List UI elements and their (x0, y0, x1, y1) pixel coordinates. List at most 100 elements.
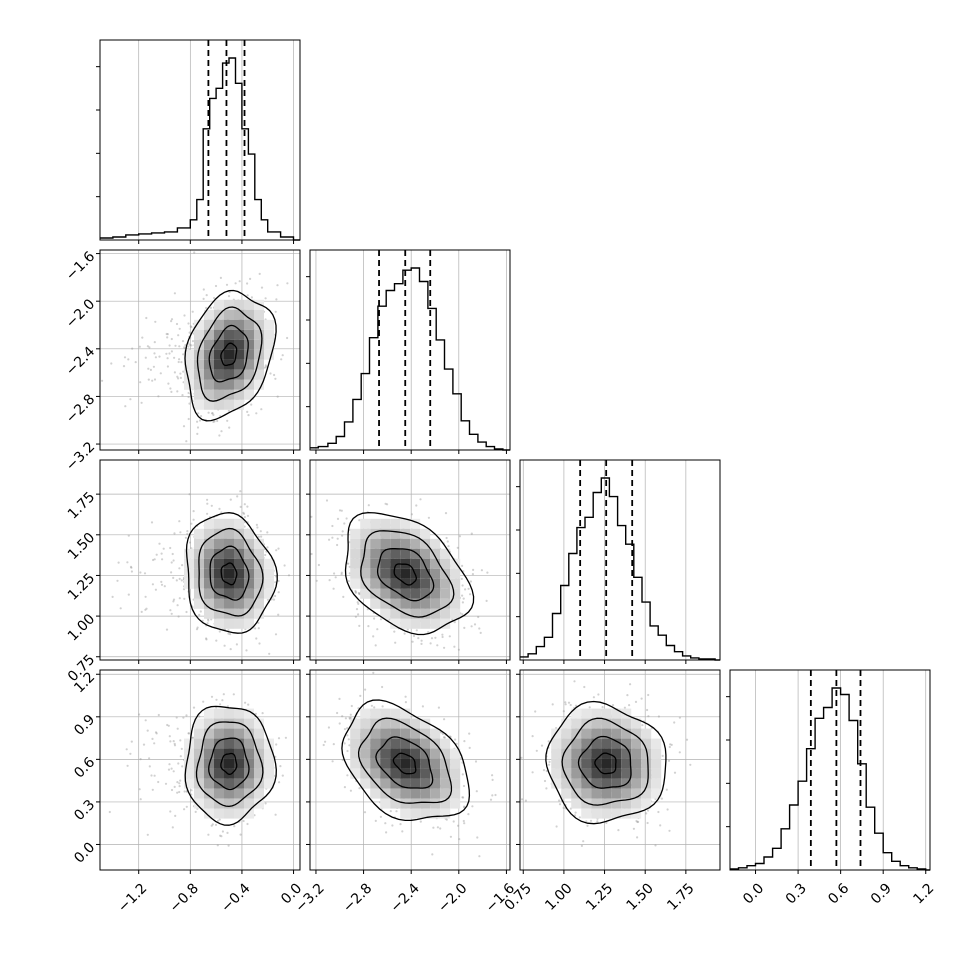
sample-point (187, 395, 190, 399)
density-cell (390, 608, 401, 619)
sample-point (246, 514, 250, 518)
density-cell (234, 339, 244, 350)
sample-point (242, 511, 245, 514)
contour-level-4 (393, 563, 417, 586)
density-cell (204, 309, 214, 320)
sample-point (342, 595, 345, 599)
density-cell (224, 369, 234, 380)
sample-point (188, 493, 191, 496)
sample-point (198, 613, 201, 616)
sample-point (177, 377, 180, 380)
density-cell (204, 528, 214, 539)
density-cell (254, 349, 264, 360)
density-cell (420, 558, 431, 569)
sample-point (221, 699, 224, 702)
density-cell (234, 389, 244, 400)
sample-point (150, 774, 153, 777)
density-cell (350, 568, 361, 579)
sample-point (358, 519, 361, 522)
sample-point (461, 594, 464, 597)
sample-point (146, 833, 149, 836)
density-cell (420, 568, 431, 579)
sample-point (458, 535, 461, 538)
sample-point (190, 326, 193, 329)
sample-point (166, 357, 169, 360)
sample-point (264, 364, 267, 367)
sample-point (142, 743, 146, 746)
density-cell (234, 788, 244, 799)
sample-point (278, 781, 281, 784)
sample-point (131, 347, 134, 350)
density-cell (224, 598, 234, 609)
sample-point (119, 607, 122, 610)
density-cell (204, 578, 214, 589)
sample-point (264, 802, 267, 805)
sample-point (287, 574, 291, 577)
density-cell (204, 558, 214, 569)
density-cell (214, 548, 224, 559)
density-cell (184, 369, 194, 380)
density-cell (410, 598, 421, 609)
density-cell (214, 349, 224, 360)
sample-point (456, 546, 459, 549)
sample-point (175, 579, 178, 582)
sample-point (139, 758, 142, 761)
sample-point (277, 737, 281, 740)
density-cell (234, 598, 244, 609)
density-cell (390, 558, 401, 569)
sample-point (176, 604, 179, 607)
sample-point (139, 798, 142, 801)
sample-point (183, 808, 186, 811)
density-cell (204, 389, 214, 400)
density-cell (244, 528, 254, 539)
sample-point (212, 413, 215, 416)
density-cell (440, 578, 451, 589)
sample-point (373, 617, 376, 620)
density-cell (390, 568, 401, 579)
sample-point (130, 566, 133, 569)
sample-point (206, 502, 209, 505)
sample-point (246, 505, 249, 508)
sample-point (199, 610, 202, 613)
sample-point (274, 581, 277, 584)
sample-point (134, 361, 137, 364)
density-cell (194, 359, 204, 370)
sample-point (173, 744, 177, 747)
density-cell (184, 758, 194, 769)
density-cell (214, 389, 224, 400)
sample-point (210, 824, 213, 827)
sample-point (249, 277, 252, 280)
sample-point (153, 378, 157, 381)
density-cell (400, 618, 411, 629)
density-cell (234, 518, 244, 529)
sample-point (336, 543, 339, 547)
density-cell (234, 618, 244, 629)
sample-point (151, 788, 154, 791)
sample-point (179, 372, 182, 375)
sample-point (172, 770, 175, 773)
sample-point (226, 831, 229, 835)
sample-point (206, 512, 209, 515)
density-cell (450, 578, 461, 589)
sample-point (221, 830, 224, 833)
density-cell (184, 349, 194, 360)
contour-level-4 (220, 562, 238, 586)
sample-point (143, 572, 147, 575)
density-cell (390, 588, 401, 599)
sample-point (354, 589, 357, 593)
sample-point (462, 784, 466, 788)
sample-point (148, 346, 151, 349)
contour-level-4 (220, 342, 238, 367)
sample-point (151, 737, 154, 741)
sample-point (247, 414, 250, 417)
sample-point (430, 637, 434, 640)
sample-point (205, 638, 208, 641)
sample-point (228, 426, 231, 429)
sample-point (357, 613, 360, 616)
sample-point (191, 340, 195, 343)
sample-point (183, 597, 186, 600)
sample-point (336, 537, 339, 540)
density-cell (264, 568, 274, 579)
sample-point (168, 763, 171, 766)
sample-point (257, 621, 260, 625)
